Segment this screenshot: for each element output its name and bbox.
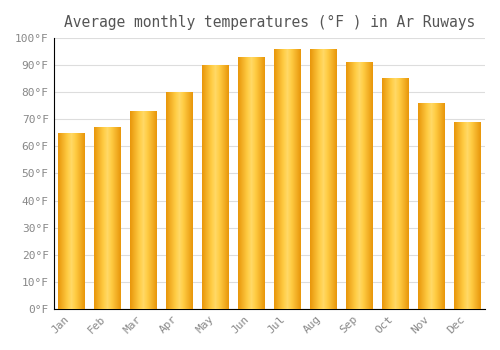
- Title: Average monthly temperatures (°F ) in Ar Ruways: Average monthly temperatures (°F ) in Ar…: [64, 15, 475, 30]
